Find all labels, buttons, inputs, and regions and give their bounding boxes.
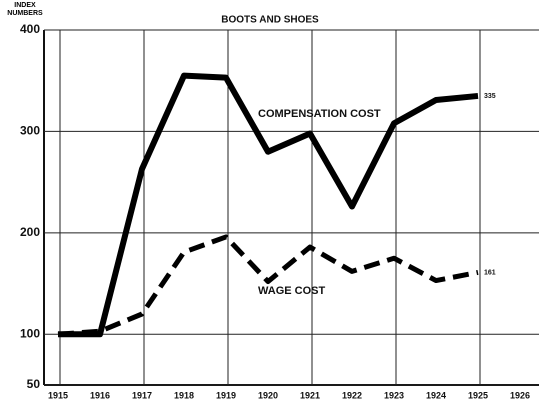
x-tick-label: 1926	[510, 390, 530, 400]
x-tick-label: 1923	[384, 390, 404, 400]
y-tick-label: 50	[27, 377, 41, 391]
end-label: 161	[484, 269, 496, 276]
chart-title: BOOTS AND SHOES	[221, 15, 319, 26]
y-tick-label: 300	[20, 124, 40, 138]
series-label: COMPENSATION COST	[258, 108, 381, 120]
x-tick-label: 1922	[342, 390, 362, 400]
x-tick-label: 1921	[300, 390, 320, 400]
y-tick-label: 200	[20, 225, 40, 239]
x-tick-label: 1918	[174, 390, 194, 400]
y-axis-label-box: INDEX NUMBERS	[7, 2, 43, 17]
y-axis-label: INDEX NUMBERS	[7, 2, 43, 17]
series-label: WAGE COST	[258, 285, 326, 297]
x-tick-label: 1924	[426, 390, 446, 400]
y-tick-label: 100	[20, 326, 40, 340]
x-tick-label: 1925	[468, 390, 488, 400]
end-label: 335	[484, 93, 496, 100]
x-tick-label: 1920	[258, 390, 278, 400]
x-tick-label: 1919	[216, 390, 236, 400]
series-line	[57, 234, 479, 337]
series-line	[58, 72, 479, 338]
x-tick-label: 1916	[90, 390, 110, 400]
x-tick-label: 1915	[48, 390, 68, 400]
y-tick-label: 400	[20, 22, 40, 36]
x-tick-label: 1917	[132, 390, 152, 400]
